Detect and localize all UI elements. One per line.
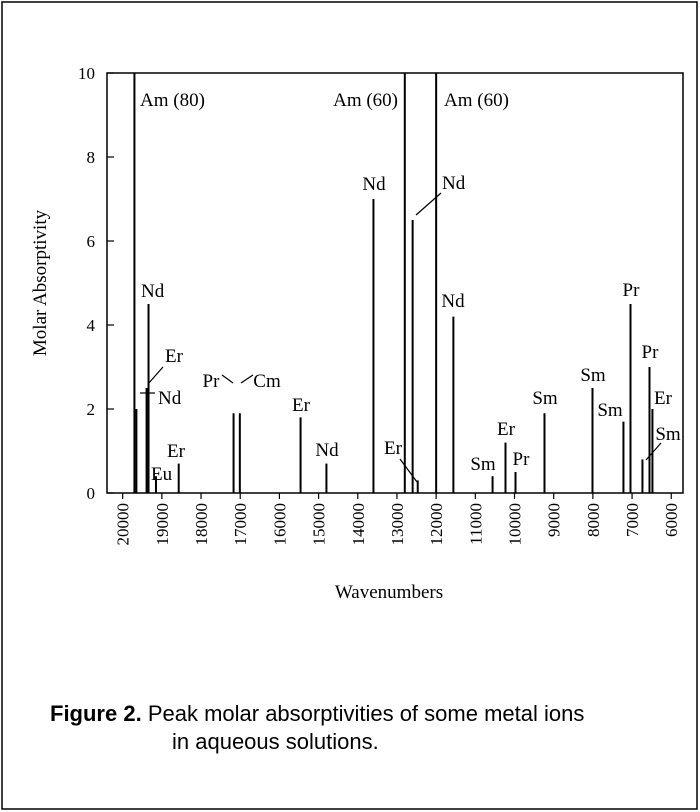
x-tick-label: 10000 <box>506 503 525 546</box>
peak-label: Nd <box>441 291 465 312</box>
peak-label: Sm <box>532 388 558 409</box>
x-tick-label: 16000 <box>270 503 289 546</box>
label-arrow <box>147 366 164 385</box>
plot-frame <box>106 72 684 494</box>
peak-label: Pr <box>642 342 660 363</box>
peak-label: Sm <box>580 365 606 386</box>
x-tick-label: 17000 <box>231 503 250 546</box>
peak-label: Eu <box>151 464 173 485</box>
label-arrow <box>240 374 254 384</box>
x-tick-label: 11000 <box>466 503 485 545</box>
x-tick-label: 12000 <box>427 503 446 546</box>
peak-label: Pr <box>203 371 221 392</box>
y-axis-title: Molar Absorptivity <box>30 209 51 356</box>
y-tick-label: 4 <box>87 316 96 335</box>
peak-label: Nd <box>315 440 339 461</box>
x-axis-title: Wavenumbers <box>335 582 443 603</box>
peak-label: Er <box>497 419 516 440</box>
peak-label: Pr <box>623 280 641 301</box>
peak-label: Sm <box>597 400 623 421</box>
peak-label: Nd <box>141 281 165 302</box>
y-tick-label: 6 <box>87 232 96 251</box>
x-tick-label: 9000 <box>545 503 564 537</box>
x-tick-label: 8000 <box>584 503 603 537</box>
peak-label: Nd <box>362 174 386 195</box>
peak-label: Er <box>384 438 403 459</box>
peak-label: Nd <box>158 388 182 409</box>
peak-label: Sm <box>470 454 496 475</box>
label-arrow <box>399 458 418 483</box>
x-tick-label: 13000 <box>388 503 407 546</box>
label-arrow <box>221 374 234 384</box>
y-tick-label: 8 <box>87 148 96 167</box>
peak-label: Am (60) <box>333 90 398 111</box>
label-arrow <box>415 192 442 216</box>
y-tick-label: 2 <box>87 400 96 419</box>
caption: Figure 2. Peak molar absorptivities of s… <box>50 700 590 756</box>
peak-label: Er <box>292 395 311 416</box>
caption-label: Figure 2. <box>50 701 142 726</box>
x-tick-label: 14000 <box>349 503 368 546</box>
peak-label: Er <box>167 441 186 462</box>
x-tick-label: 7000 <box>623 503 642 537</box>
x-tick-label: 20000 <box>114 503 133 546</box>
y-tick-label: 0 <box>87 484 96 503</box>
peak-label: Er <box>165 346 184 367</box>
x-tick-label: 19000 <box>153 503 172 546</box>
peak-label: Pr <box>513 449 531 470</box>
peak-label: Nd <box>442 173 466 194</box>
peak-label: Am (60) <box>444 90 509 111</box>
peak-label: Sm <box>655 424 681 445</box>
x-tick-label: 18000 <box>192 503 211 546</box>
peak-label: Cm <box>253 371 281 392</box>
y-tick-label: 10 <box>78 64 95 83</box>
sticks <box>133 73 654 493</box>
peak-label: Am (80) <box>140 90 205 111</box>
label-arrow <box>645 442 662 461</box>
x-tick-label: 15000 <box>310 503 329 546</box>
caption-text: Peak molar absorptivities of some metal … <box>147 701 585 754</box>
peak-label: Er <box>654 388 673 409</box>
x-tick-label: 6000 <box>662 503 681 537</box>
